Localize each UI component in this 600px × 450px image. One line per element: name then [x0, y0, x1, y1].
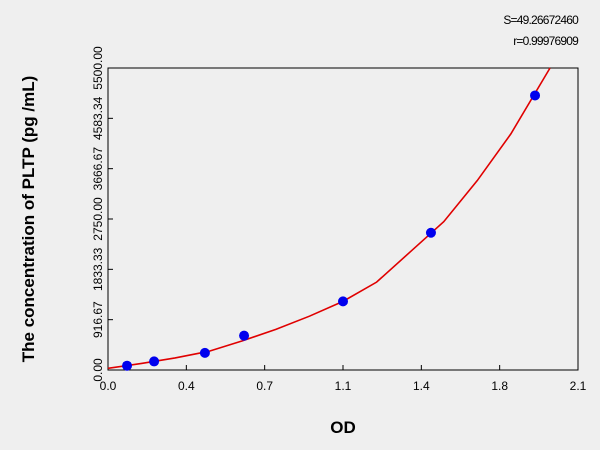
y-tick-label: 3666.67 — [91, 147, 105, 191]
x-axis-label: OD — [330, 418, 356, 437]
fit-curve — [107, 67, 551, 370]
y-tick-label: 2750.00 — [91, 197, 105, 241]
data-point — [530, 90, 541, 101]
data-point — [338, 296, 348, 307]
x-tick-label: 1.4 — [413, 379, 430, 393]
annotation: S=49.26672460 — [503, 13, 579, 27]
x-tick-label: 0.0 — [100, 379, 117, 393]
x-tick-label: 0.4 — [178, 379, 195, 393]
y-tick-label: 5500.00 — [91, 46, 105, 90]
y-tick-label: 0.00 — [91, 358, 105, 382]
x-tick-label: 0.7 — [256, 379, 273, 393]
data-point — [199, 347, 210, 358]
data-point — [239, 330, 250, 341]
x-tick-label: 1.1 — [335, 379, 352, 393]
y-tick-label: 4583.34 — [91, 96, 105, 140]
y-axis-label: The concentration of PLTP (pg /mL) — [19, 76, 38, 362]
data-point — [122, 360, 133, 371]
data-point — [149, 356, 160, 367]
annotation: r=0.99976909 — [513, 34, 579, 48]
y-tick-label: 1833.33 — [91, 247, 105, 291]
x-tick-label: 1.8 — [491, 379, 508, 393]
y-tick-label: 916.67 — [91, 301, 105, 338]
x-tick-label: 2.1 — [570, 379, 587, 393]
data-point — [425, 227, 436, 238]
